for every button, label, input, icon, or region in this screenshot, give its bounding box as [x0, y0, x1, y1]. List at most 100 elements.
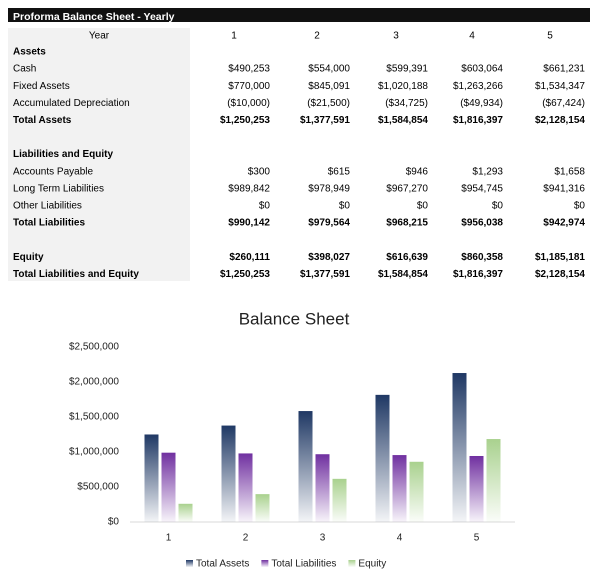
bar — [375, 394, 390, 522]
cell: $2,128,154 — [535, 115, 585, 126]
bar — [486, 439, 501, 522]
cell: $2,128,154 — [535, 269, 585, 280]
y-tick-label: $1,000,000 — [69, 447, 119, 458]
cell: $1,020,188 — [378, 81, 428, 92]
cell: $989,842 — [228, 183, 270, 194]
header-cell: 5 — [547, 31, 553, 42]
title-bar — [8, 8, 590, 22]
legend-label: Total Assets — [196, 559, 249, 570]
y-tick-label: $1,500,000 — [69, 412, 119, 423]
cell: $1,816,397 — [453, 115, 503, 126]
bar — [178, 503, 193, 522]
bar — [144, 434, 159, 522]
bar — [392, 455, 407, 522]
cell: ($34,725) — [385, 98, 428, 109]
label-column — [8, 28, 190, 281]
cell: $956,038 — [461, 218, 503, 229]
cell: $398,027 — [308, 252, 350, 263]
cell: $845,091 — [308, 81, 350, 92]
bar — [221, 425, 236, 522]
cell: $1,377,591 — [300, 269, 350, 280]
cell: $979,564 — [308, 218, 350, 229]
x-tick-label: 3 — [320, 533, 326, 544]
cell: $554,000 — [308, 64, 350, 75]
row-label: Accounts Payable — [13, 166, 93, 177]
x-tick-label: 5 — [474, 533, 480, 544]
row-label: Other Liabilities — [13, 201, 82, 212]
row-label: Long Term Liabilities — [13, 183, 104, 194]
header-cell: 2 — [314, 31, 320, 42]
header-cell: 4 — [469, 31, 475, 42]
cell: $1,250,253 — [220, 269, 270, 280]
cell: $0 — [259, 201, 271, 212]
header-cell: 3 — [393, 31, 399, 42]
cell: $490,253 — [228, 64, 270, 75]
cell: $968,215 — [386, 218, 428, 229]
row-label: Total Liabilities — [13, 218, 85, 229]
cell: $978,949 — [308, 183, 350, 194]
cell: ($10,000) — [227, 98, 270, 109]
header-cell: Year — [89, 31, 110, 42]
header-cell: 1 — [231, 31, 237, 42]
cell: ($67,424) — [542, 98, 585, 109]
bar — [298, 411, 313, 522]
row-label: Fixed Assets — [13, 81, 70, 92]
row-label: Assets — [13, 47, 46, 58]
cell: $300 — [248, 166, 271, 177]
cell: $661,231 — [543, 64, 585, 75]
cell: $954,745 — [461, 183, 503, 194]
cell: $942,974 — [543, 218, 585, 229]
row-label: Cash — [13, 64, 36, 75]
cell: $990,142 — [228, 218, 270, 229]
bar — [452, 373, 467, 522]
row-label: Total Assets — [13, 115, 72, 126]
y-tick-label: $500,000 — [77, 482, 119, 493]
cell: $1,185,181 — [535, 252, 585, 263]
cell: $1,250,253 — [220, 115, 270, 126]
row-label: Equity — [13, 252, 44, 263]
bar — [238, 453, 253, 522]
cell: $1,658 — [554, 166, 585, 177]
cell: $260,111 — [229, 252, 270, 263]
chart-title: Balance Sheet — [239, 309, 350, 328]
cell: $1,816,397 — [453, 269, 503, 280]
bar — [409, 461, 424, 522]
x-tick-label: 2 — [243, 533, 249, 544]
legend-swatch — [186, 560, 193, 567]
row-label: Liabilities and Equity — [13, 149, 113, 160]
cell: $0 — [339, 201, 351, 212]
x-tick-label: 1 — [166, 533, 172, 544]
legend-swatch — [261, 560, 269, 567]
bar — [255, 494, 270, 522]
cell: $967,270 — [386, 183, 428, 194]
cell: $1,377,591 — [300, 115, 350, 126]
row-label: Accumulated Depreciation — [13, 98, 130, 109]
cell: $1,534,347 — [535, 81, 585, 92]
bar — [332, 478, 347, 522]
legend-label: Equity — [358, 559, 386, 570]
bar — [469, 455, 484, 522]
cell: $946 — [406, 166, 429, 177]
legend-label: Total Liabilities — [271, 559, 336, 570]
cell: $603,064 — [461, 64, 503, 75]
cell: $0 — [574, 201, 586, 212]
legend-swatch — [348, 560, 356, 567]
sheet-title: Proforma Balance Sheet - Yearly — [13, 11, 175, 23]
cell: $941,316 — [543, 183, 585, 194]
cell: $770,000 — [228, 81, 270, 92]
cell: $1,263,266 — [453, 81, 503, 92]
cell: $0 — [492, 201, 504, 212]
cell: $0 — [417, 201, 429, 212]
y-tick-label: $2,000,000 — [69, 377, 119, 388]
y-tick-label: $2,500,000 — [69, 342, 119, 353]
cell: $599,391 — [386, 64, 428, 75]
cell: $860,358 — [461, 252, 503, 263]
bar — [315, 454, 330, 522]
cell: ($21,500) — [307, 98, 350, 109]
cell: $1,293 — [472, 166, 503, 177]
cell: ($49,934) — [460, 98, 503, 109]
cell: $1,584,854 — [378, 115, 428, 126]
cell: $615 — [328, 166, 351, 177]
x-tick-label: 4 — [397, 533, 403, 544]
